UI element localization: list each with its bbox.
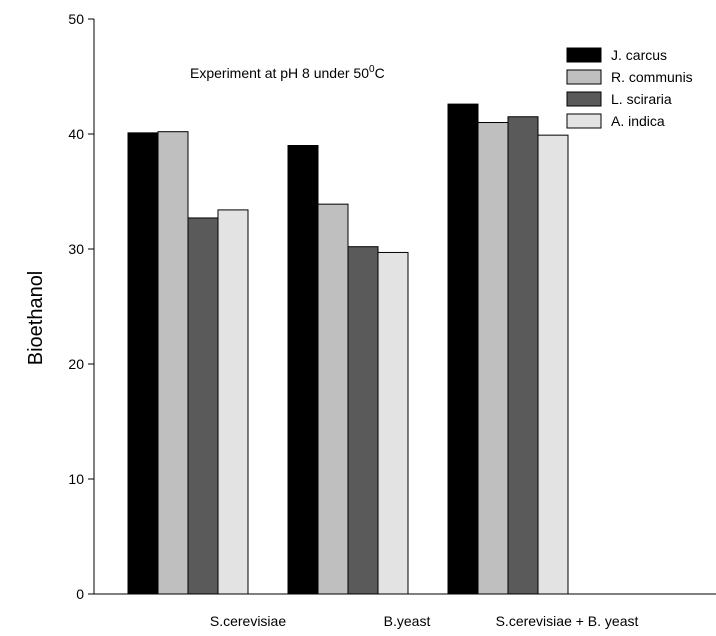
annotation-superscript: 0 xyxy=(369,64,375,75)
x-tick-labels: S.cerevisiae B.yeast S.cerevisiae + B. yea… xyxy=(210,613,639,629)
legend-swatch xyxy=(566,113,602,129)
bar xyxy=(217,209,249,595)
annotation-text: Experiment at pH 8 under 50 xyxy=(190,65,369,81)
legend: J. carcus R. communis L. sciraria A. indica xyxy=(566,47,693,129)
bar xyxy=(317,203,349,595)
x-tick-label: B.yeast xyxy=(384,613,431,629)
y-axis-label: Bioethanol xyxy=(25,271,47,366)
bar xyxy=(187,217,219,595)
y-tick-label: 30 xyxy=(68,241,84,257)
y-tick-label: 20 xyxy=(68,356,84,372)
y-tick-label: 50 xyxy=(68,11,84,27)
bar xyxy=(157,131,189,595)
bar xyxy=(127,132,159,595)
bar xyxy=(347,246,379,595)
y-tick-label: 10 xyxy=(68,471,84,487)
bar xyxy=(287,145,319,595)
legend-label: R. communis xyxy=(611,69,693,85)
bar xyxy=(537,134,569,595)
legend-label: L. sciraria xyxy=(611,91,672,107)
bar xyxy=(447,103,479,595)
y-ticks: 0 10 20 30 40 50 xyxy=(68,11,94,602)
bar xyxy=(477,122,509,595)
bar xyxy=(507,116,539,595)
y-tick-label: 40 xyxy=(68,126,84,142)
y-tick-label: 0 xyxy=(76,586,84,602)
legend-swatch xyxy=(566,91,602,107)
legend-swatch xyxy=(566,69,602,85)
legend-label: A. indica xyxy=(611,113,665,129)
annotation-suffix: C xyxy=(375,65,385,81)
x-tick-label: S.cerevisiae + B. yeast xyxy=(496,613,639,629)
bars xyxy=(127,103,569,595)
bar xyxy=(377,251,409,595)
chart-annotation: Experiment at pH 8 under 500C xyxy=(190,64,385,81)
x-tick-label: S.cerevisiae xyxy=(210,613,286,629)
legend-swatch xyxy=(566,47,602,63)
legend-label: J. carcus xyxy=(611,47,667,63)
